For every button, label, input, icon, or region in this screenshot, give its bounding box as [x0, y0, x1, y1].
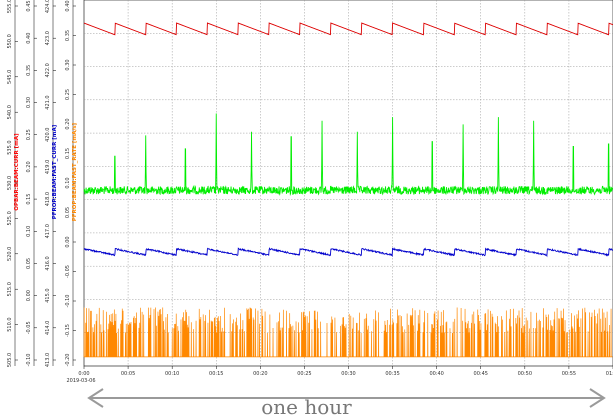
y-tick-label: -0.20: [65, 354, 71, 367]
y-tick-label: -0.15: [65, 324, 71, 337]
y-tick-label: 525.0: [7, 211, 13, 225]
y-tick-label: 0.40: [26, 33, 32, 44]
series-line-2: [83, 113, 613, 196]
series-line-1: [83, 22, 613, 36]
y-tick-label: 414.0: [45, 321, 51, 335]
y-tick-label: 0.00: [26, 290, 32, 301]
x-axis: 0:00 00:05 00:10 00:15 00:20 00:25 00:30 00:35 0…: [66, 366, 613, 384]
y-tick-label: 0.00: [65, 236, 71, 247]
y-tick-label: 550.0: [7, 34, 13, 48]
y-tick-label: 0.05: [26, 258, 32, 269]
x-tick-label: 00:35: [385, 371, 399, 377]
y-tick-label: 419.0: [45, 160, 51, 174]
y-axis-title: PFROP:BEAM:FAST_RATE [mA/s]: [72, 122, 78, 221]
series-line-3: [83, 247, 613, 258]
y-tick-label: 0.15: [65, 148, 71, 159]
y-tick-label: 424.0: [45, 0, 51, 13]
one-hour-arrow: [87, 388, 606, 408]
x-tick-label: 00:45: [474, 371, 488, 377]
arrow-head-right: [589, 388, 606, 408]
y-tick-label: 505.0: [7, 353, 13, 367]
y-tick-label: 418.0: [45, 192, 51, 206]
y-tick-label: 417.0: [45, 224, 51, 238]
y-tick-label: 0.05: [65, 207, 71, 218]
y-axis-2: -0.10 -0.05 0.00 0.05 0.10 0.15 0.20 0.25 0.30 0.…: [26, 0, 37, 366]
y-tick-label: 0.10: [26, 226, 32, 237]
x-tick-label: 00:10: [165, 371, 179, 377]
series-line-4: [83, 307, 613, 358]
y-tick-label: 510.0: [7, 317, 13, 331]
y-tick-label: -0.10: [65, 295, 71, 308]
y-tick-label: 0.35: [26, 65, 32, 76]
y-axis-1: 505.0 510.0 515.0 520.0 525.0 530.0 535.0 540.0…: [7, 0, 20, 367]
x-tick-label: 00:25: [297, 371, 311, 377]
x-tick-label: 00:30: [341, 371, 355, 377]
x-tick-label: 0:00: [78, 371, 89, 377]
x-tick-label: 00:20: [253, 371, 267, 377]
y-axis-title: PFROP:BEAM:FAST_CURR [mA]: [52, 124, 58, 219]
y-tick-label: -0.05: [65, 265, 71, 278]
y-tick-label: 415.0: [45, 288, 51, 302]
y-tick-label: 421.0: [45, 95, 51, 109]
y-tick-label: 0.20: [65, 118, 71, 129]
y-axis-3: 413.0 414.0 415.0 416.0 417.0 418.0 419.0 420.0…: [45, 0, 58, 367]
y-tick-label: 0.20: [26, 161, 32, 172]
x-tick-label: 00:40: [429, 371, 443, 377]
y-tick-label: 0.15: [26, 194, 32, 205]
y-tick-label: 0.25: [65, 89, 71, 100]
y-tick-label: 420.0: [45, 128, 51, 142]
y-tick-label: 520.0: [7, 247, 13, 261]
y-tick-label: 423.0: [45, 31, 51, 45]
y-tick-label: -0.05: [26, 321, 32, 334]
y-tick-label: -0.10: [26, 354, 32, 367]
x-tick-label: 00:50: [518, 371, 532, 377]
y-tick-label: 540.0: [7, 105, 13, 119]
y-tick-label: 0.35: [65, 30, 71, 41]
y-tick-label: 422.0: [45, 63, 51, 77]
y-tick-label: 530.0: [7, 176, 13, 190]
y-tick-label: 0.30: [26, 97, 32, 108]
x-tick-label: 01:00: [606, 371, 613, 377]
y-tick-label: 0.10: [65, 177, 71, 188]
y-tick-label: 413.0: [45, 353, 51, 367]
x-tick-label: 00:15: [209, 371, 223, 377]
y-axis-4: -0.20 -0.15 -0.10 -0.05 0.00 0.05 0.10 0.15 0.20…: [65, 0, 78, 366]
y-tick-label: 545.0: [7, 70, 13, 84]
caption-one-hour: one hour: [261, 395, 352, 419]
x-date-label: 2019-03-06: [66, 378, 95, 384]
y-tick-label: 0.40: [65, 0, 71, 11]
y-tick-label: 0.30: [65, 59, 71, 70]
x-tick-label: 00:55: [562, 371, 576, 377]
arrow-head-left: [87, 388, 104, 408]
x-tick-label: 00:05: [121, 371, 135, 377]
y-tick-label: 0.25: [26, 129, 32, 140]
y-axis-title: OPBAR:BEAM:CURR [mA]: [14, 133, 20, 211]
y-tick-label: 416.0: [45, 256, 51, 270]
y-tick-label: 535.0: [7, 140, 13, 154]
y-tick-label: 555.0: [7, 0, 13, 13]
y-tick-label: 0.45: [26, 0, 32, 11]
y-tick-label: 515.0: [7, 282, 13, 296]
